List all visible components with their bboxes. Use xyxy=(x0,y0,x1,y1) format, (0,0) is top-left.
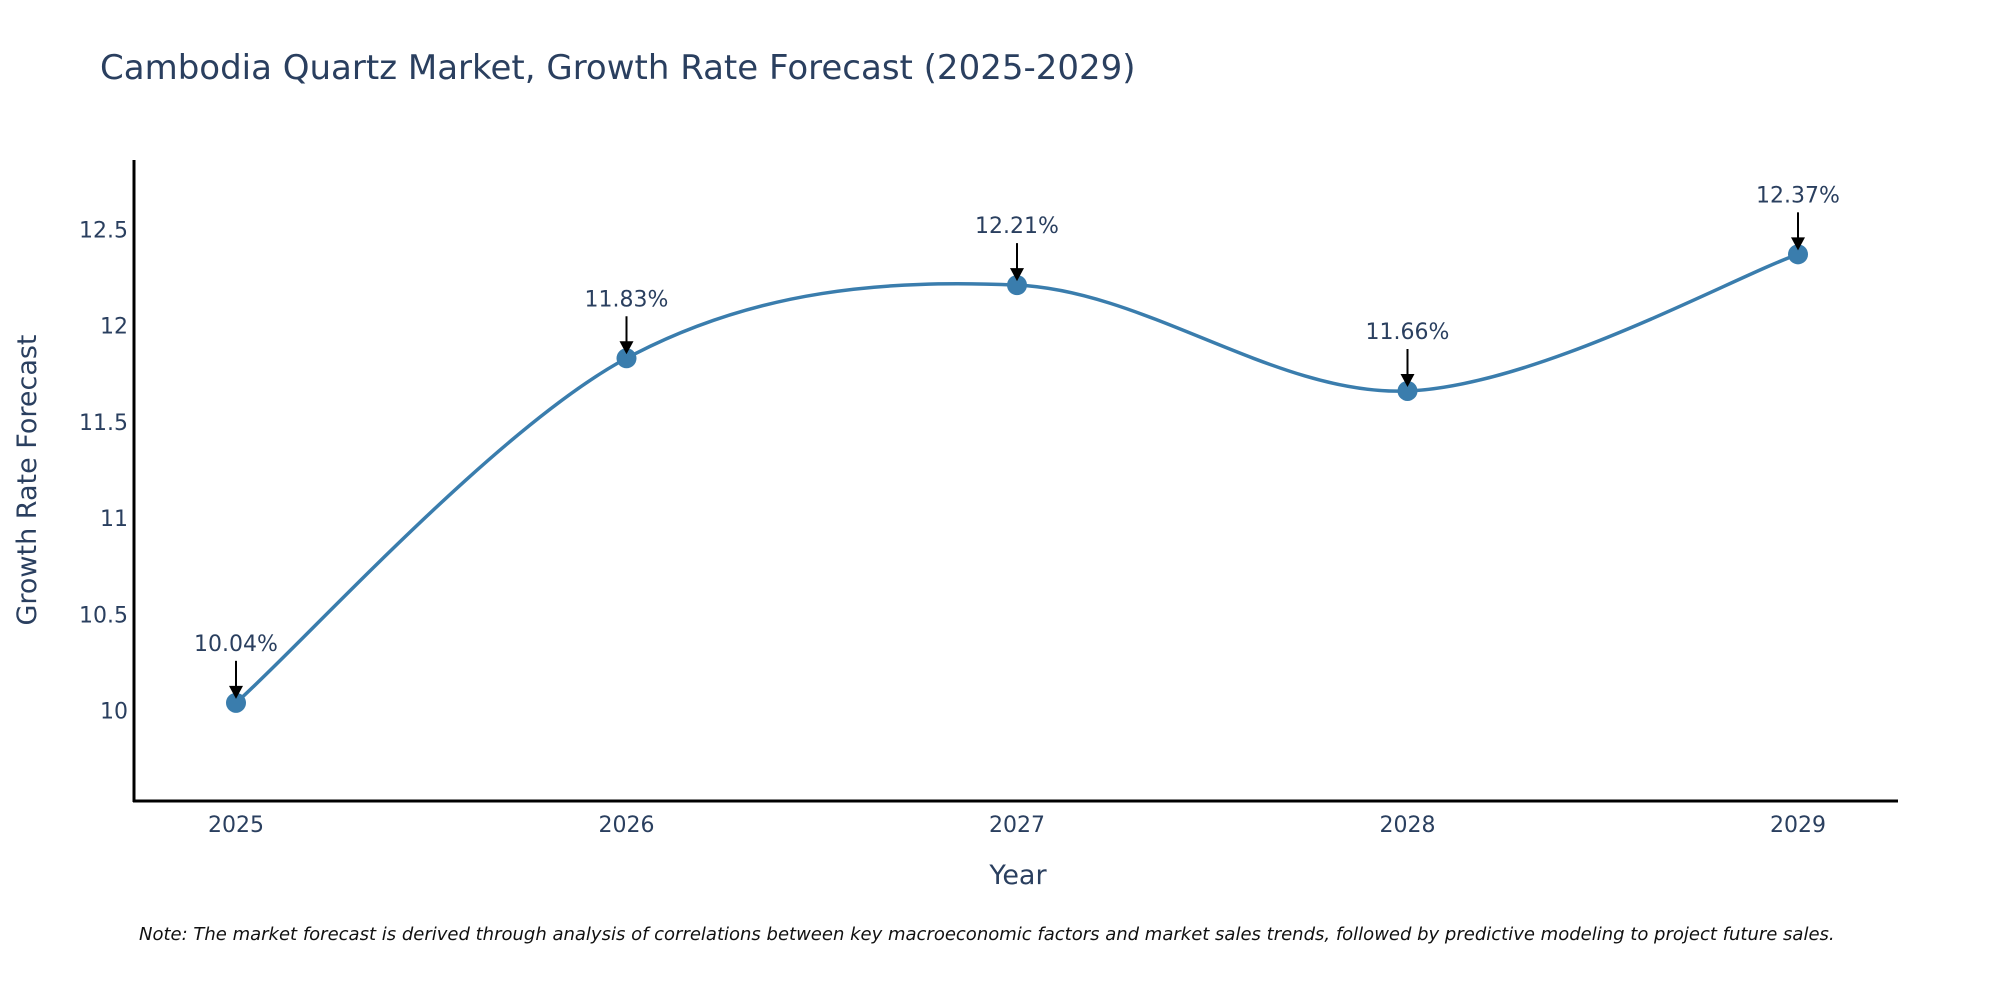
y-tick-label: 10.5 xyxy=(79,603,128,628)
annotation-arrow-head xyxy=(1010,268,1024,282)
x-axis-ticks: 2025 2026 2027 2028 2029 xyxy=(208,813,1826,838)
data-point xyxy=(616,348,637,369)
y-axis-ticks: 10 10.5 11 11.5 12 12.5 xyxy=(79,218,128,724)
data-label: 11.83% xyxy=(585,287,669,312)
data-point xyxy=(1007,275,1027,296)
x-tick-label: 2029 xyxy=(1770,813,1826,838)
y-tick-label: 10 xyxy=(100,700,128,725)
data-label: 10.04% xyxy=(194,632,278,657)
data-point xyxy=(226,692,246,713)
x-tick-label: 2025 xyxy=(208,813,264,838)
y-axis-title: Growth Rate Forecast xyxy=(12,334,43,625)
x-tick-label: 2026 xyxy=(599,813,655,838)
y-tick-label: 12 xyxy=(100,315,128,340)
annotation-arrow-head xyxy=(619,341,634,355)
x-tick-label: 2028 xyxy=(1380,813,1436,838)
chart-title: Cambodia Quartz Market, Growth Rate Fore… xyxy=(100,48,1136,88)
annotation-arrow-head xyxy=(1791,237,1805,251)
data-point xyxy=(1788,244,1808,265)
plot-area: 10.04% 11.83% 12.21% 11.66% 12.37% xyxy=(194,183,1840,713)
annotation-arrow-head xyxy=(229,685,243,699)
footnote: Note: The market forecast is derived thr… xyxy=(139,924,1835,945)
y-tick-label: 11.5 xyxy=(79,411,128,436)
data-label: 12.37% xyxy=(1756,183,1840,208)
annotation-arrow-head xyxy=(1400,373,1415,387)
data-label: 12.21% xyxy=(975,214,1059,239)
x-tick-label: 2027 xyxy=(989,813,1045,838)
x-axis-title: Year xyxy=(988,860,1047,891)
data-label: 11.66% xyxy=(1366,320,1450,345)
y-tick-label: 12.5 xyxy=(79,218,128,243)
data-point xyxy=(1397,380,1418,401)
y-tick-label: 11 xyxy=(100,507,128,532)
series-line xyxy=(234,252,1799,705)
